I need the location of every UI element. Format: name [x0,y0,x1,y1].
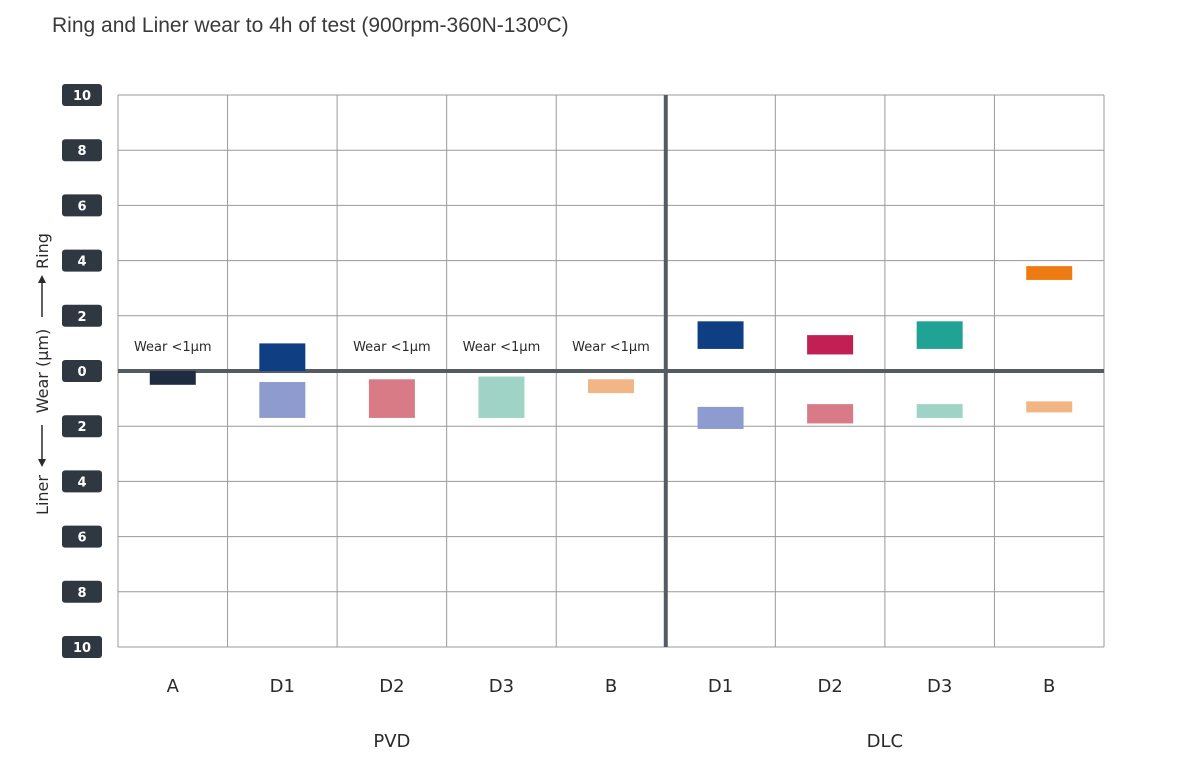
wear-notes: Wear <1µm Wear <1µm Wear <1µm Wear <1µm [134,340,650,355]
y-tick-label: 4 [77,475,86,490]
chart-title: Ring and Liner wear to 4h of test (900rp… [52,14,569,37]
y-axis-title: Liner Wear (µm) Ring [33,233,52,515]
x-category-label: B [605,676,617,697]
liner-bar [1026,401,1073,413]
y-tick-label: 2 [77,420,86,435]
liner-bar [697,406,744,429]
y-tick-label: 8 [77,586,86,601]
x-category-label: A [167,676,180,697]
bars [149,266,1073,429]
x-category-label: D2 [379,676,404,697]
liner-bar [478,376,525,418]
y-tick-label: 10 [73,89,91,104]
y-tick-badge [62,360,102,382]
x-category-label: B [1043,676,1055,697]
y-tick-badge [62,84,102,106]
x-axis-labels: A D1 D2 D3 B D1 D2 D3 B PVD DLC [167,676,1056,752]
grid [117,94,1105,648]
wear-note-label: Wear <1µm [353,340,431,355]
y-tick-badge [62,304,102,327]
y-axis-upper-label: Ring [33,233,52,269]
liner-bar [368,379,415,418]
wear-note-label: Wear <1µm [572,340,650,355]
y-tick-badge [62,194,102,217]
y-tick-badge [62,139,102,162]
y-tick-label: 6 [77,531,86,546]
y-tick-label: 6 [77,199,86,214]
group-label: DLC [867,731,903,752]
wear-note-label: Wear <1µm [463,340,541,355]
y-tick-badge [62,415,102,438]
y-tick-badge [62,525,102,548]
y-tick-label: 8 [77,144,86,159]
arrow-down-head [38,459,46,467]
ring-bar [1026,266,1073,280]
x-category-label: D1 [270,676,295,697]
liner-bar [149,371,196,385]
y-tick-badge [62,636,102,658]
x-category-label: D1 [708,676,733,697]
liner-bar [588,379,634,394]
y-tick-badge [62,249,102,272]
x-category-label: D2 [817,676,842,697]
x-category-label: D3 [927,676,952,697]
group-label: PVD [373,731,410,752]
wear-note-label: Wear <1µm [134,340,212,355]
y-tick-label: 0 [77,365,86,380]
ring-bar [807,335,854,355]
ring-bar [916,321,963,349]
y-tick-label: 4 [77,255,86,270]
y-axis-middle-label: Wear (µm) [33,329,52,413]
y-axis-title-group: Liner Wear (µm) Ring [33,233,52,515]
y-tick-badge [62,580,102,603]
liner-bar [916,404,963,418]
y-tick-label: 10 [73,641,91,656]
y-tick-label: 2 [77,310,86,325]
x-category-label: D3 [489,676,514,697]
liner-bar [259,382,306,418]
y-axis-ticks: 10 8 6 4 2 0 2 4 6 8 10 [62,84,102,658]
ring-bar [259,343,306,371]
y-axis-lower-label: Liner [33,475,52,515]
y-tick-badge [62,470,102,493]
liner-bar [807,404,854,424]
ring-bar [697,321,744,349]
arrow-up-head [38,275,46,283]
